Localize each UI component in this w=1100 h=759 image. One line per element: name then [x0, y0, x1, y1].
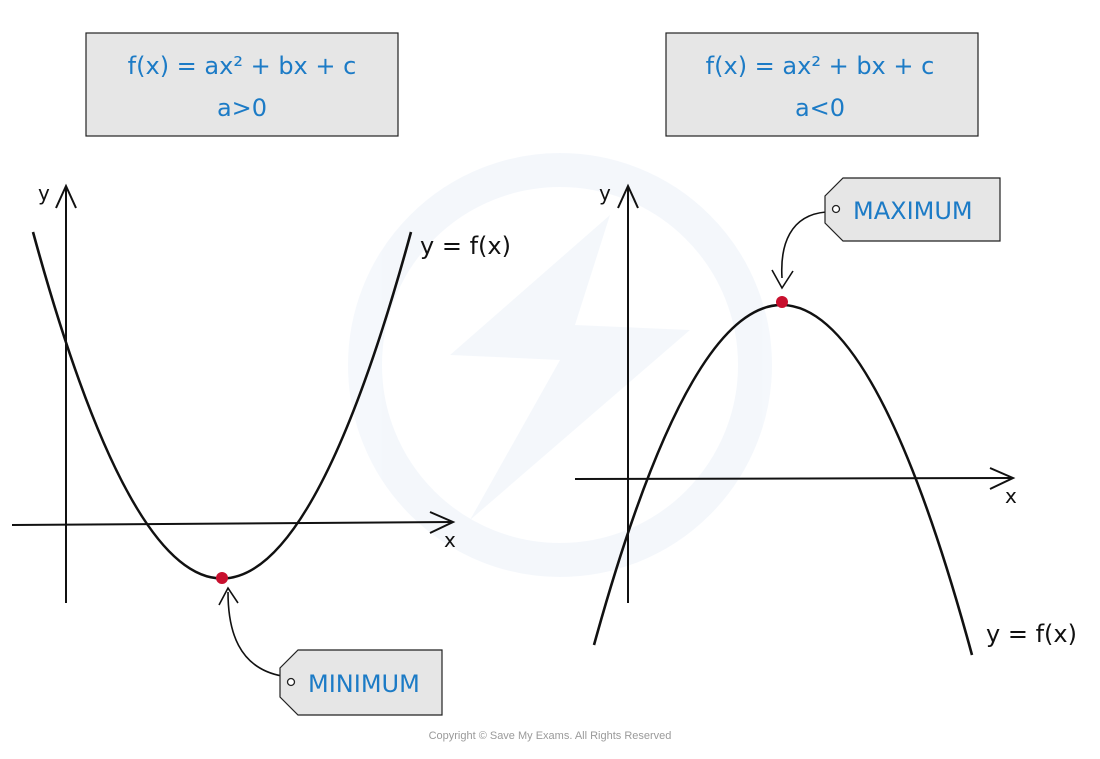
minimum-point [216, 572, 228, 584]
right-formula-text: f(x) = ax² + bx + c [706, 52, 935, 80]
right-curve-label: y = f(x) [986, 620, 1077, 648]
right-panel: f(x) = ax² + bx + c a<0 y x y = f(x) MAX… [574, 32, 1077, 656]
right-x-axis-label: x [1005, 484, 1017, 508]
left-formula-text: f(x) = ax² + bx + c [128, 52, 357, 80]
copyright-footer: Copyright © Save My Exams. All Rights Re… [428, 730, 672, 742]
minimum-tag [279, 649, 443, 716]
right-y-axis-arrow-icon [617, 183, 639, 209]
left-y-axis-arrow-icon [55, 183, 77, 209]
maximum-point [776, 296, 788, 308]
left-parabola-curve [31, 231, 413, 580]
maximum-label: MAXIMUM [853, 197, 973, 225]
left-y-axis-label: y [38, 181, 50, 205]
left-x-axis-arrow-icon [429, 511, 456, 534]
maximum-arrowhead-icon [771, 269, 794, 290]
maximum-tag [824, 177, 1001, 242]
right-x-axis [574, 477, 1013, 480]
maximum-pointer-arrow [780, 211, 827, 279]
left-x-axis [11, 521, 453, 526]
right-x-axis-arrow-icon [989, 467, 1016, 490]
minimum-label: MINIMUM [308, 670, 420, 698]
left-curve-label: y = f(x) [420, 232, 511, 260]
watermark-logo-icon [348, 153, 772, 577]
right-condition-text: a<0 [795, 94, 845, 122]
right-y-axis-label: y [599, 181, 611, 205]
left-condition-text: a>0 [217, 94, 267, 122]
right-formula-box [665, 32, 979, 137]
minimum-tag-hole-icon [286, 677, 296, 687]
maximum-tag-hole-icon [831, 204, 841, 214]
left-panel: f(x) = ax² + bx + c a>0 y x y = f(x) MIN… [11, 32, 511, 716]
minimum-pointer-arrow [227, 591, 283, 677]
left-formula-box [85, 32, 399, 137]
minimum-arrowhead-icon [218, 586, 239, 606]
left-x-axis-label: x [444, 528, 456, 552]
